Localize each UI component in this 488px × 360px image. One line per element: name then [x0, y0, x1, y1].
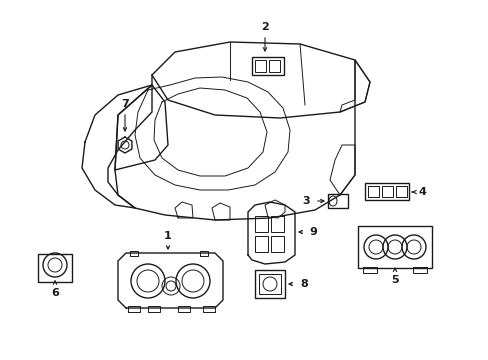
Bar	[270, 236, 284, 252]
Bar	[362, 267, 376, 273]
Bar	[381, 186, 392, 197]
Bar	[270, 216, 284, 232]
Bar	[251, 57, 284, 75]
Text: 2: 2	[261, 22, 268, 32]
Bar	[130, 251, 138, 256]
Bar	[254, 270, 285, 298]
Bar	[254, 60, 265, 72]
Bar	[367, 186, 378, 197]
Text: 6: 6	[51, 288, 59, 298]
Bar	[364, 183, 408, 200]
Bar	[259, 274, 281, 294]
Bar	[203, 306, 215, 312]
Bar	[357, 226, 431, 268]
Bar	[268, 60, 280, 72]
Text: 5: 5	[390, 275, 398, 285]
Text: 7: 7	[121, 99, 129, 109]
Bar	[38, 254, 72, 282]
Bar	[254, 216, 267, 232]
Text: 8: 8	[300, 279, 307, 289]
Bar	[148, 306, 160, 312]
Bar	[128, 306, 140, 312]
Bar	[178, 306, 190, 312]
Bar	[200, 251, 207, 256]
Text: 9: 9	[308, 227, 316, 237]
Bar	[412, 267, 426, 273]
Bar	[327, 194, 347, 208]
Text: 3: 3	[302, 196, 309, 206]
Bar	[254, 236, 267, 252]
Text: 1: 1	[164, 231, 171, 241]
Text: 4: 4	[417, 187, 425, 197]
Bar	[395, 186, 406, 197]
